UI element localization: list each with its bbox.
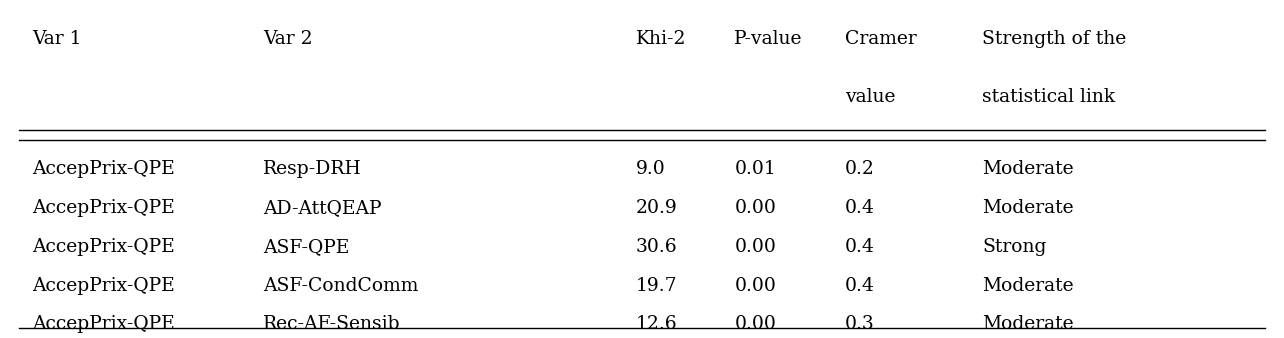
Text: 0.4: 0.4 [845, 238, 874, 256]
Text: Strength of the: Strength of the [982, 30, 1126, 48]
Text: 12.6: 12.6 [636, 315, 677, 334]
Text: 0.3: 0.3 [845, 315, 874, 334]
Text: Cramer: Cramer [845, 30, 917, 48]
Text: P-value: P-value [734, 30, 802, 48]
Text: 0.00: 0.00 [734, 276, 777, 295]
Text: Strong: Strong [982, 238, 1046, 256]
Text: 0.2: 0.2 [845, 160, 874, 178]
Text: Khi-2: Khi-2 [636, 30, 686, 48]
Text: AccepPrix-QPE: AccepPrix-QPE [32, 238, 175, 256]
Text: Moderate: Moderate [982, 315, 1073, 334]
Text: Var 2: Var 2 [263, 30, 313, 48]
Text: AccepPrix-QPE: AccepPrix-QPE [32, 276, 175, 295]
Text: Moderate: Moderate [982, 160, 1073, 178]
Text: 0.00: 0.00 [734, 199, 777, 217]
Text: 20.9: 20.9 [636, 199, 678, 217]
Text: 0.01: 0.01 [734, 160, 777, 178]
Text: ASF-QPE: ASF-QPE [263, 238, 349, 256]
Text: AD-AttQEAP: AD-AttQEAP [263, 199, 381, 217]
Text: AccepPrix-QPE: AccepPrix-QPE [32, 315, 175, 334]
Text: Rec-AF-Sensib: Rec-AF-Sensib [263, 315, 401, 334]
Text: ASF-CondComm: ASF-CondComm [263, 276, 419, 295]
Text: AccepPrix-QPE: AccepPrix-QPE [32, 199, 175, 217]
Text: Resp-DRH: Resp-DRH [263, 160, 362, 178]
Text: 30.6: 30.6 [636, 238, 677, 256]
Text: 0.4: 0.4 [845, 199, 874, 217]
Text: Moderate: Moderate [982, 199, 1073, 217]
Text: statistical link: statistical link [982, 88, 1116, 106]
Text: Moderate: Moderate [982, 276, 1073, 295]
Text: Var 1: Var 1 [32, 30, 82, 48]
Text: value: value [845, 88, 895, 106]
Text: 0.4: 0.4 [845, 276, 874, 295]
Text: 0.00: 0.00 [734, 238, 777, 256]
Text: 0.00: 0.00 [734, 315, 777, 334]
Text: AccepPrix-QPE: AccepPrix-QPE [32, 160, 175, 178]
Text: 9.0: 9.0 [636, 160, 665, 178]
Text: 19.7: 19.7 [636, 276, 677, 295]
